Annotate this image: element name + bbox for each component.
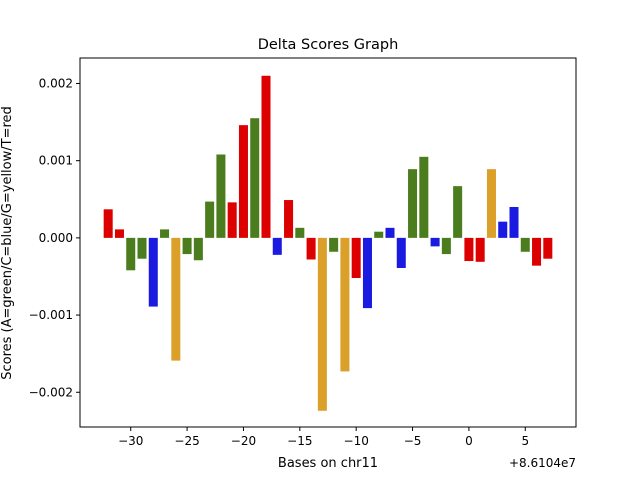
bar-T-1 [114,229,124,238]
bar-A-17 [295,227,305,238]
bar-T-18 [306,237,316,260]
bar-T-32 [464,237,474,262]
bar-A-7 [182,237,192,255]
y-axis-ticks: −0.002 −0.001 0.000 0.001 0.002 [29,76,80,399]
x-axis-offset-label: +8.6104e7 [509,456,576,470]
y-tick-label: −0.001 [29,308,73,322]
bar-C-35 [498,221,508,238]
bar-A-28 [419,156,429,238]
x-tick-label: 5 [521,434,529,448]
y-tick-label: 0.000 [39,231,73,245]
bar-C-29 [430,237,440,247]
chart-title: Delta Scores Graph [258,37,399,53]
bar-A-27 [408,169,418,238]
x-tick-label: −25 [174,434,199,448]
x-tick-label: −20 [231,434,256,448]
bar-C-15 [272,237,282,255]
bar-A-8 [193,237,203,261]
bar-A-31 [453,186,463,238]
y-tick-label: 0.001 [39,154,73,168]
x-tick-label: 0 [465,434,473,448]
bar-G-21 [340,237,350,372]
bar-A-37 [520,237,530,252]
bar-T-14 [261,75,271,238]
bar-T-38 [532,237,542,266]
x-axis-label: Bases on chr11 [278,456,378,471]
bar-C-4 [148,237,158,307]
y-axis-label: Scores (A=green/C=blue/G=yellow/T=red [0,106,15,380]
bar-T-12 [238,125,248,238]
bar-T-11 [227,202,237,238]
bar-A-20 [329,237,339,252]
bar-A-2 [126,237,136,271]
bar-T-39 [543,237,553,259]
bar-C-23 [362,237,372,309]
bar-A-10 [216,154,226,238]
x-tick-label: −5 [404,434,422,448]
bar-A-9 [205,201,215,238]
y-tick-label: 0.002 [39,76,73,90]
bar-A-13 [250,118,260,238]
x-tick-label: −30 [118,434,143,448]
bar-A-30 [441,237,451,255]
bar-G-6 [171,237,181,361]
bar-G-34 [486,169,496,238]
bar-C-36 [509,206,519,238]
bar-T-16 [284,200,294,238]
bar-A-3 [137,237,147,259]
plot-frame [79,57,577,428]
bar-T-0 [103,209,113,238]
bar-A-24 [374,231,384,238]
x-axis-ticks: −30 −25 −20 −15 −10 −5 0 5 [118,427,529,448]
y-tick-label: −0.002 [29,385,73,399]
x-tick-label: −10 [344,434,369,448]
x-tick-label: −15 [287,434,312,448]
bar-G-19 [317,237,327,411]
bars-group [103,75,553,411]
bar-T-22 [351,237,361,279]
bar-T-33 [475,237,485,262]
bar-A-5 [160,229,170,238]
bar-C-26 [396,237,406,268]
bar-C-25 [385,227,395,238]
